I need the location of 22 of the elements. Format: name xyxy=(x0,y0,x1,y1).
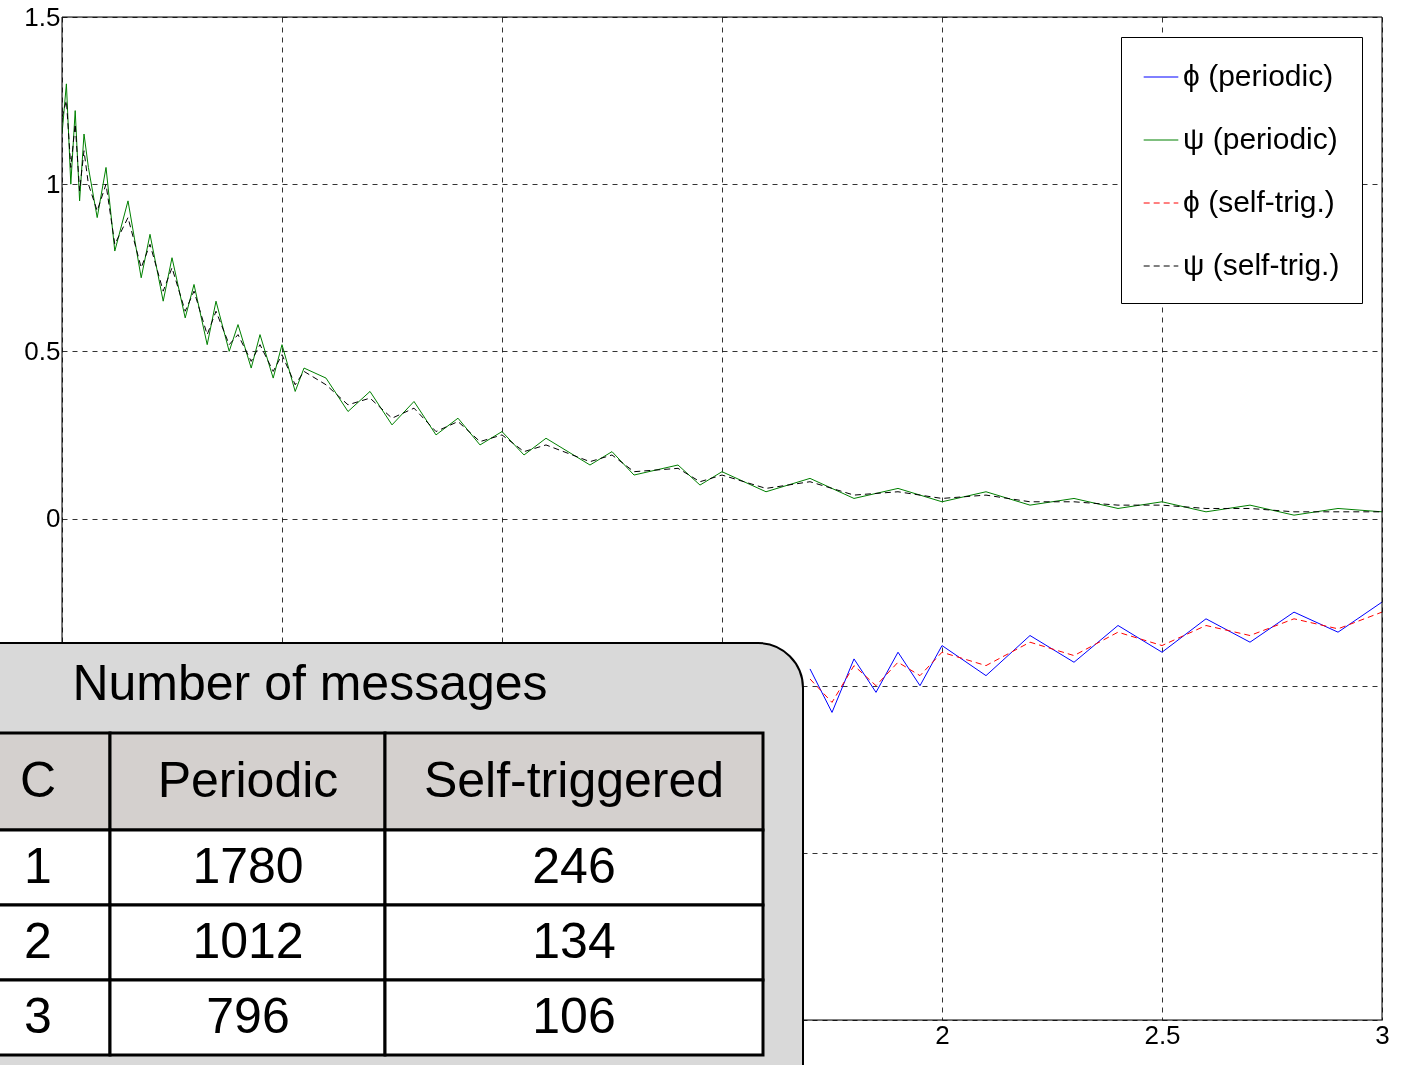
x-tick-label: 3 xyxy=(1375,1019,1390,1050)
text: C xyxy=(19,751,57,808)
annotation: 1012 xyxy=(192,912,304,969)
y-tick-label: 1.5 xyxy=(24,1,61,32)
legend-label: ϕ (self-trig.) xyxy=(1183,185,1335,218)
x-tick-label: 2 xyxy=(935,1019,950,1050)
legend-label: ψ (self-trig.) xyxy=(1183,248,1340,281)
y-tick-label: 0.5 xyxy=(24,335,61,366)
y-tick-label: 0 xyxy=(46,503,61,533)
legend-label: ϕ (periodic) xyxy=(1183,59,1334,92)
text: 2 xyxy=(24,912,52,969)
annotation: 246 xyxy=(532,837,616,894)
annotation: 134 xyxy=(532,912,616,969)
y-tick-label: 1 xyxy=(46,168,61,199)
annotation: Number of messages xyxy=(72,655,548,711)
annotation: 106 xyxy=(532,987,616,1044)
annotation: 1780 xyxy=(192,837,304,894)
x-tick-label: 2.5 xyxy=(1144,1019,1181,1050)
annotation: Periodic xyxy=(157,751,339,808)
annotation: Self-triggered xyxy=(423,751,725,808)
legend-label: ψ (periodic) xyxy=(1183,122,1338,155)
annotation: 796 xyxy=(206,987,290,1044)
